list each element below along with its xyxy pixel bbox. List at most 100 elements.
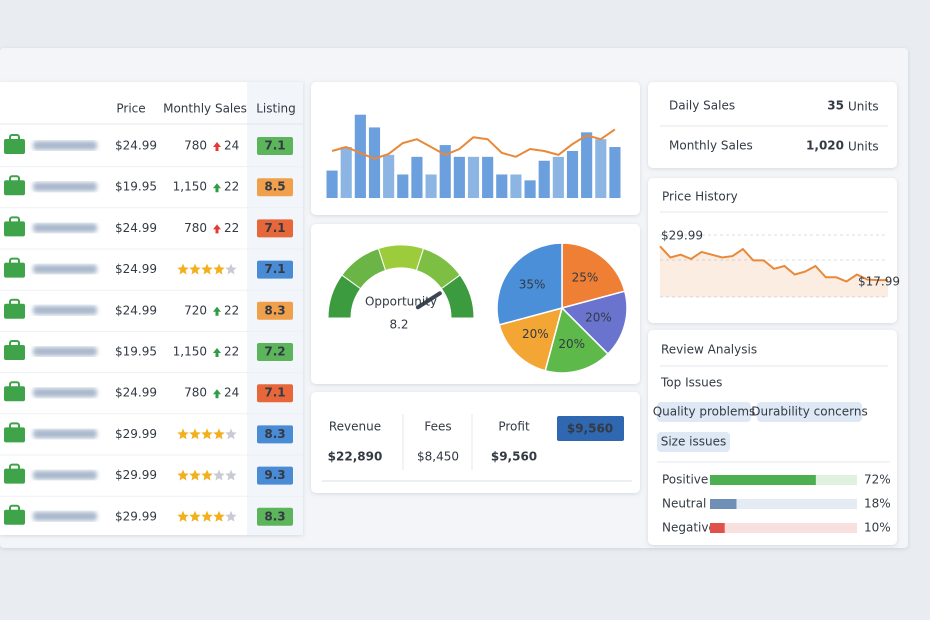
- trend-arrow: [213, 142, 221, 151]
- pie-label: 25%: [572, 271, 599, 285]
- summary-label: Daily Sales: [669, 99, 735, 113]
- summary-value: 35: [827, 99, 844, 113]
- product-name-blurred: [33, 347, 97, 356]
- column-header: Listing: [256, 102, 296, 116]
- rating-star: [189, 428, 201, 440]
- bar: [425, 174, 437, 198]
- listing-badge: [257, 425, 293, 444]
- price: $19.95: [115, 345, 157, 359]
- summary-value: 1,020: [806, 139, 844, 153]
- product-icon: [4, 262, 25, 278]
- bar: [368, 127, 381, 198]
- bar: [595, 139, 607, 198]
- rating-star: [177, 469, 189, 481]
- listing-badge: [257, 260, 293, 279]
- monthly-sales: 1,150: [173, 345, 207, 359]
- product-icon: [4, 427, 25, 443]
- price-end-label: $17.99: [858, 275, 900, 289]
- rating-star: [201, 428, 213, 440]
- listing-badge: [257, 301, 293, 320]
- rating-star: [177, 428, 189, 440]
- product-icon: [4, 345, 25, 360]
- listing-badge: [257, 507, 293, 526]
- price: $29.99: [115, 509, 157, 523]
- price: $24.99: [115, 303, 157, 317]
- profit-badge: [557, 416, 624, 441]
- pie-label: 20%: [558, 337, 585, 351]
- listing-badge: [257, 178, 293, 197]
- rating-star: [177, 263, 189, 275]
- rating-star: [213, 263, 225, 275]
- product-name-blurred: [33, 141, 97, 150]
- bar: [581, 132, 593, 198]
- sales-change: 24: [224, 386, 239, 400]
- card-subtitle: Top Issues: [660, 376, 722, 390]
- rating-star: [225, 263, 237, 275]
- issue-tag: [757, 402, 862, 422]
- sentiment-track: [710, 499, 857, 509]
- bar: [482, 156, 494, 198]
- trend-line: [331, 128, 616, 160]
- listing-badge: [257, 137, 293, 155]
- sales-change: 22: [224, 180, 239, 194]
- pie-slice: [496, 242, 563, 326]
- bar: [524, 180, 536, 198]
- pie-label: 35%: [519, 278, 546, 292]
- sentiment-label: Positive: [662, 473, 708, 487]
- pie-slice: [498, 306, 564, 372]
- gauge-value: 8.2: [389, 318, 408, 332]
- product-icon-handle: [9, 340, 20, 348]
- listing-score: 9.3: [264, 468, 285, 482]
- listing-score: 7.2: [264, 345, 285, 359]
- price: $29.99: [115, 468, 157, 482]
- bar: [510, 174, 522, 198]
- listing-badge: [257, 219, 293, 238]
- sentiment-bar: [710, 523, 725, 533]
- product-name-blurred: [33, 182, 97, 192]
- bar: [453, 156, 465, 198]
- bar: [609, 147, 621, 198]
- pie-slice: [560, 290, 628, 356]
- product-name-blurred: [33, 511, 97, 521]
- gauge-segment: [377, 244, 425, 272]
- bar: [439, 145, 451, 198]
- pie-label: 20%: [585, 310, 612, 324]
- column-header: Monthly Sales: [163, 102, 247, 116]
- summary-label: Monthly Sales: [669, 139, 753, 153]
- trend-arrow: [213, 389, 221, 399]
- bar: [467, 156, 480, 198]
- finance-label: Fees: [424, 420, 451, 434]
- listing-score: 7.1: [264, 386, 285, 400]
- listing-score: 8.3: [264, 509, 285, 523]
- listing-score: 7.1: [264, 262, 285, 276]
- finance-card: [311, 392, 640, 493]
- listing-badge: [257, 384, 293, 403]
- bar: [566, 150, 579, 198]
- pie-slice: [561, 242, 626, 309]
- listing-score: 8.5: [264, 180, 285, 194]
- summary-card: [648, 82, 897, 168]
- price-history-card: [648, 178, 897, 323]
- column-header: Price: [116, 102, 145, 116]
- product-icon-handle: [9, 216, 20, 225]
- finance-label: Revenue: [329, 420, 381, 434]
- product-icon-handle: [9, 463, 20, 472]
- review-card: [648, 330, 897, 545]
- rating-star: [225, 510, 237, 522]
- product-icon: [4, 468, 25, 484]
- trend-arrow: [213, 348, 221, 357]
- rating-star: [177, 510, 189, 522]
- sentiment-value: 18%: [864, 497, 891, 511]
- bar: [397, 174, 409, 198]
- product-icon-handle: [9, 504, 20, 513]
- product-icon: [4, 386, 25, 402]
- finance-value: $9,560: [491, 450, 537, 464]
- issue-tag-text: Quality problems: [653, 405, 756, 419]
- rating-star: [189, 469, 201, 481]
- sentiment-bar: [710, 499, 737, 509]
- product-icon: [4, 139, 25, 154]
- rating-star: [213, 510, 225, 522]
- bar: [411, 156, 423, 198]
- product-icon-handle: [9, 134, 20, 142]
